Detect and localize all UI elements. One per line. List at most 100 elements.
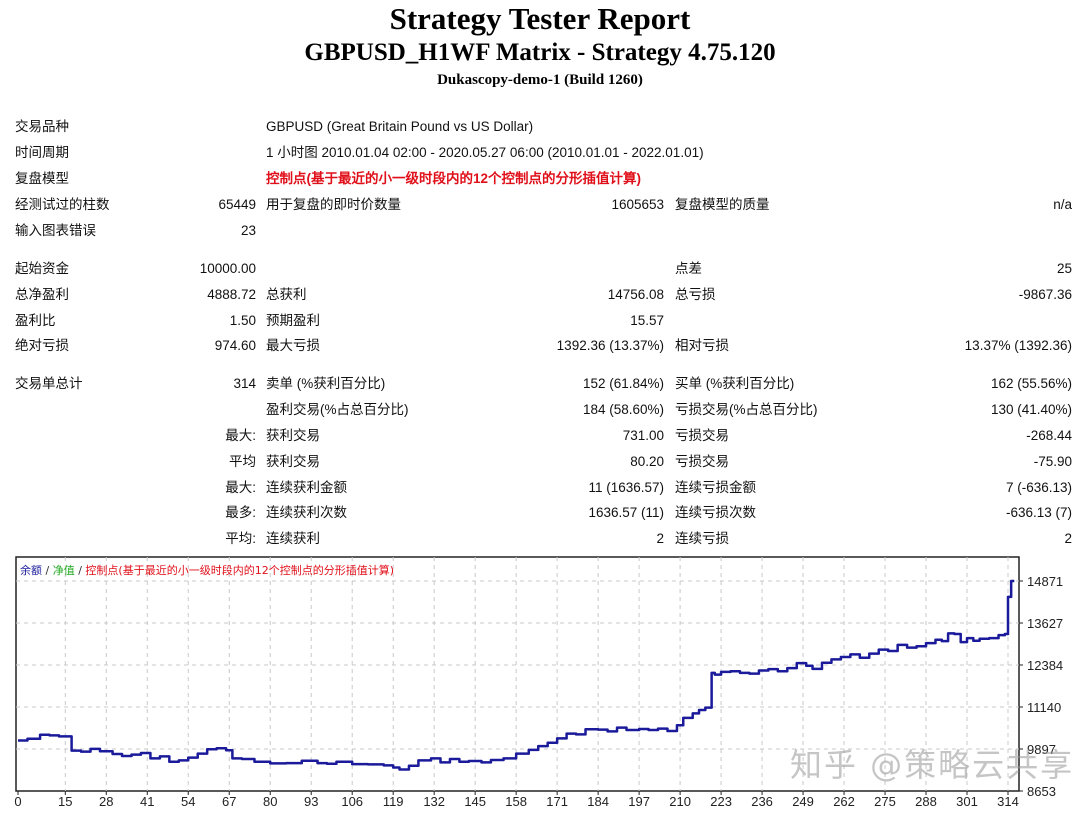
x-tick-label: 262 bbox=[833, 794, 855, 808]
label-quality: 复盘模型的质量 bbox=[675, 197, 770, 212]
value-consec-win-amount: 11 (1636.57) bbox=[588, 480, 664, 495]
value-total-trades: 314 bbox=[233, 376, 256, 391]
x-tick-label: 171 bbox=[546, 794, 568, 808]
value-period: 1 小时图 2010.01.04 02:00 - 2020.05.27 06:0… bbox=[266, 145, 704, 160]
settings-row-period: 时间周期 1 小时图 2010.01.04 02:00 - 2020.05.27… bbox=[0, 141, 1080, 165]
value-model: 控制点(基于最近的小一级时段内的12个控制点的分形插值计算) bbox=[266, 171, 642, 186]
y-tick-label: 12384 bbox=[1027, 658, 1063, 673]
x-tick-label: 41 bbox=[140, 794, 154, 808]
value-profit-factor: 1.50 bbox=[229, 313, 256, 328]
label-consec-loss-count: 连续亏损次数 bbox=[675, 505, 756, 520]
value-absolute-drawdown: 974.60 bbox=[214, 338, 256, 353]
balance-chart-svg: 8653 9897 11140 12384 13627 14871 0 15 28 41 54 67 8… bbox=[14, 556, 1063, 809]
x-tick-label: 15 bbox=[58, 794, 72, 808]
stats-row-deposit: 起始资金 10000.00 点差 25 bbox=[0, 257, 1080, 281]
x-tick-label: 249 bbox=[792, 794, 814, 808]
value-consec-loss-count: -636.13 (7) bbox=[1005, 505, 1072, 520]
x-tick-label: 236 bbox=[751, 794, 773, 808]
x-tick-label: 80 bbox=[263, 794, 277, 808]
trades-row-average: 平均 获利交易 80.20 亏损交易 -75.90 bbox=[0, 450, 1080, 474]
label-long-positions: 买单 (%获利百分比) bbox=[675, 376, 795, 391]
label-profit-factor: 盈利比 bbox=[15, 313, 56, 328]
value-bars: 65449 bbox=[218, 197, 256, 212]
settings-row-bars: 经测试过的柱数 65449 用于复盘的即时价数量 1605653 复盘模型的质量… bbox=[0, 193, 1080, 217]
label-avg-consec-loss: 连续亏损 bbox=[675, 531, 729, 546]
label-maximal-drawdown: 最大亏损 bbox=[266, 338, 320, 353]
value-consec-win-count: 1636.57 (11) bbox=[588, 505, 664, 520]
trades-row-avg-consec: 平均: 连续获利 2 连续亏损 2 bbox=[0, 527, 1080, 551]
x-tick-label: 301 bbox=[956, 794, 978, 808]
label-period: 时间周期 bbox=[15, 145, 69, 160]
label-gross-loss: 总亏损 bbox=[675, 287, 716, 302]
x-tick-label: 223 bbox=[710, 794, 732, 808]
stats-row-drawdown: 绝对亏损 974.60 最大亏损 1392.36 (13.37%) 相对亏损 1… bbox=[0, 334, 1080, 358]
value-avg-consec-loss: 2 bbox=[1064, 531, 1072, 546]
label-avg-consec: 平均: bbox=[225, 531, 256, 546]
trades-row-consec-amount: 最大: 连续获利金额 11 (1636.57) 连续亏损金额 7 (-636.1… bbox=[0, 476, 1080, 500]
label-spread: 点差 bbox=[675, 261, 702, 276]
x-tick-label: 119 bbox=[383, 794, 404, 808]
value-maximal-drawdown: 1392.36 (13.37%) bbox=[556, 338, 664, 353]
value-spread: 25 bbox=[1056, 261, 1072, 276]
value-short-positions: 152 (61.84%) bbox=[582, 376, 664, 391]
label-avg-consec-win: 连续获利 bbox=[266, 531, 320, 546]
value-consec-loss-amount: 7 (-636.13) bbox=[1005, 480, 1072, 495]
trades-row-profitloss: 盈利交易(%占总百分比) 184 (58.60%) 亏损交易(%占总百分比) 1… bbox=[0, 398, 1080, 422]
label-most-consec: 最多: bbox=[225, 505, 256, 520]
value-gross-loss: -9867.36 bbox=[1018, 287, 1072, 302]
label-average: 平均 bbox=[229, 454, 256, 469]
value-expected-payoff: 15.57 bbox=[630, 313, 664, 328]
label-gross-profit: 总获利 bbox=[266, 287, 307, 302]
stats-row-factor: 盈利比 1.50 预期盈利 15.57 bbox=[0, 309, 1080, 333]
label-loss-trades: 亏损交易(%占总百分比) bbox=[675, 402, 818, 417]
x-tick-label: 158 bbox=[505, 794, 527, 808]
value-largest-loss: -268.44 bbox=[1026, 428, 1072, 443]
x-tick-label: 93 bbox=[304, 794, 318, 808]
label-expected-payoff: 预期盈利 bbox=[266, 313, 320, 328]
trades-row-largest: 最大: 获利交易 731.00 亏损交易 -268.44 bbox=[0, 424, 1080, 448]
label-consec-win-count: 连续获利次数 bbox=[266, 505, 347, 520]
label-model: 复盘模型 bbox=[15, 171, 69, 186]
label-relative-drawdown: 相对亏损 bbox=[675, 338, 729, 353]
y-tick-label: 13627 bbox=[1027, 616, 1063, 631]
value-largest-profit: 731.00 bbox=[622, 428, 664, 443]
trades-row-total: 交易单总计 314 卖单 (%获利百分比) 152 (61.84%) 买单 (%… bbox=[0, 372, 1080, 396]
label-profit-trades: 盈利交易(%占总百分比) bbox=[266, 402, 409, 417]
value-ticks: 1605653 bbox=[611, 197, 664, 212]
y-tick-label: 9897 bbox=[1027, 742, 1056, 757]
x-tick-label: 28 bbox=[99, 794, 113, 808]
x-tick-label: 275 bbox=[874, 794, 896, 808]
y-tick-label: 11140 bbox=[1027, 700, 1061, 715]
server-build: Dukascopy-demo-1 (Build 1260) bbox=[437, 72, 643, 88]
label-consec-loss-amount: 连续亏损金额 bbox=[675, 480, 756, 495]
label-bars: 经测试过的柱数 bbox=[15, 197, 110, 212]
label-largest-loss: 亏损交易 bbox=[675, 428, 729, 443]
value-net-profit: 4888.72 bbox=[207, 287, 256, 302]
stats-row-profit: 总净盈利 4888.72 总获利 14756.08 总亏损 -9867.36 bbox=[0, 283, 1080, 307]
value-average-profit: 80.20 bbox=[630, 454, 664, 469]
x-tick-label: 67 bbox=[222, 794, 236, 808]
x-tick-label: 314 bbox=[997, 794, 1019, 808]
label-consec-win-amount: 连续获利金额 bbox=[266, 480, 347, 495]
label-symbol: 交易品种 bbox=[15, 119, 69, 134]
chart-legend: 余额 / 净值 / 控制点(基于最近的小一级时段内的12个控制点的分形插值计算) bbox=[20, 563, 394, 577]
x-tick-label: 210 bbox=[669, 794, 691, 808]
x-tick-label: 288 bbox=[915, 794, 937, 808]
value-relative-drawdown: 13.37% (1392.36) bbox=[964, 338, 1072, 353]
label-largest-profit: 获利交易 bbox=[266, 428, 320, 443]
x-tick-label: 197 bbox=[628, 794, 650, 808]
label-absolute-drawdown: 绝对亏损 bbox=[15, 338, 69, 353]
value-initial-deposit: 10000.00 bbox=[199, 261, 256, 276]
value-avg-consec-win: 2 bbox=[656, 531, 664, 546]
label-average-loss: 亏损交易 bbox=[675, 454, 729, 469]
value-loss-trades: 130 (41.40%) bbox=[990, 402, 1072, 417]
x-tick-label: 132 bbox=[423, 794, 445, 808]
label-errors: 输入图表错误 bbox=[15, 223, 96, 238]
x-tick-label: 184 bbox=[587, 794, 609, 808]
value-long-positions: 162 (55.56%) bbox=[990, 376, 1072, 391]
label-ticks: 用于复盘的即时价数量 bbox=[266, 197, 401, 212]
y-tick-label: 8653 bbox=[1027, 784, 1056, 799]
settings-row-symbol: 交易品种 GBPUSD (Great Britain Pound vs US D… bbox=[0, 115, 1080, 139]
y-tick-label: 14871 bbox=[1027, 574, 1063, 589]
label-net-profit: 总净盈利 bbox=[15, 287, 69, 302]
